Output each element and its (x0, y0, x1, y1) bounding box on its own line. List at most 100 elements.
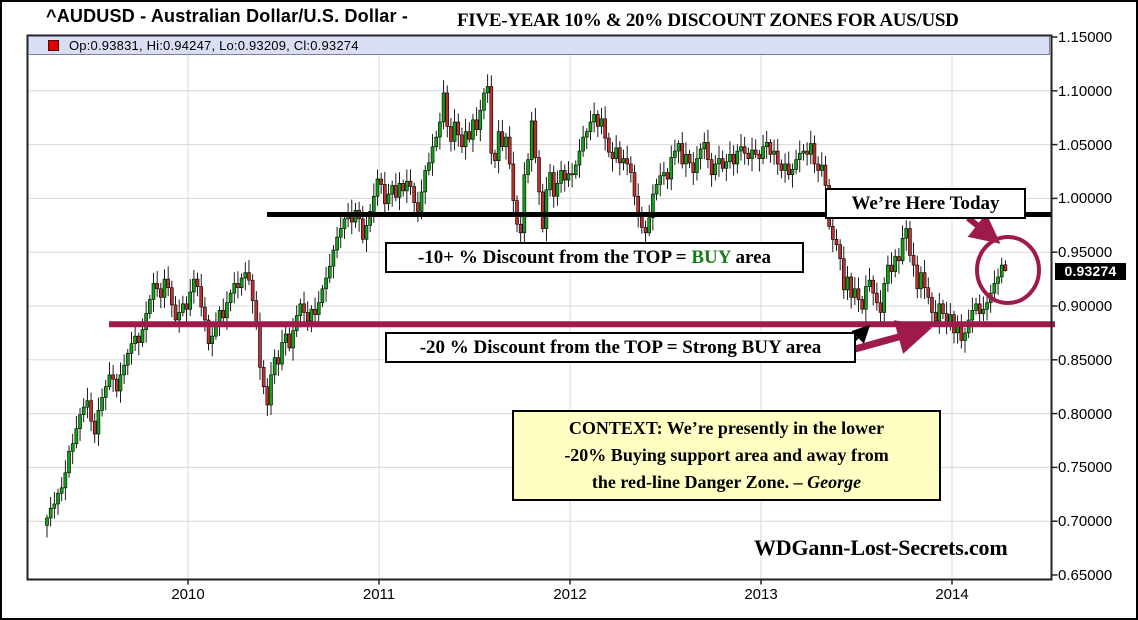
candle-body (261, 367, 266, 388)
candle-body (856, 288, 861, 300)
candle-body (151, 283, 156, 300)
candle-body (834, 238, 839, 245)
candle-body (614, 147, 618, 159)
candle-body (489, 86, 494, 154)
candle-body (405, 180, 409, 192)
candle-body (775, 150, 780, 165)
candle-body (155, 283, 159, 290)
candle-body (720, 158, 725, 169)
candle-body (511, 163, 516, 201)
candle-body (228, 292, 233, 304)
current-price-badge: 0.93274 (1055, 263, 1126, 280)
candle-body (1003, 264, 1008, 272)
candle-body (794, 159, 798, 170)
candle-body (941, 303, 945, 314)
candle-body (533, 120, 538, 158)
candle-body (427, 162, 431, 171)
candle-body (588, 121, 593, 132)
candle-body (287, 333, 292, 349)
candle-body (372, 195, 376, 212)
candle-body (166, 278, 170, 289)
candle-body (996, 276, 1000, 284)
candle-body (291, 330, 295, 349)
candle-body (419, 191, 424, 212)
candle-body (283, 333, 288, 343)
candle-body (129, 343, 134, 354)
candle-body (540, 191, 545, 229)
candle-body (654, 184, 659, 195)
candle-body (140, 329, 145, 343)
context-line3-text: the red-line Danger Zone. – (591, 472, 808, 492)
x-axis-label: 2014 (935, 586, 969, 603)
candle-body (478, 109, 483, 130)
candle-body (56, 492, 60, 505)
candle-body (562, 170, 567, 181)
candle-body (471, 119, 475, 140)
candle-body (408, 180, 413, 187)
candle-body (81, 406, 86, 415)
candle-body (518, 223, 523, 234)
candle-body (955, 326, 960, 334)
candle-body (114, 378, 119, 392)
candle-body (871, 279, 876, 294)
candle-body (100, 397, 104, 411)
candle-body (526, 159, 530, 176)
candle-body (298, 303, 303, 316)
candle-body (48, 507, 53, 519)
candle-body (889, 264, 894, 272)
candle-body (915, 264, 920, 290)
candle-body (963, 332, 967, 341)
candle-body (717, 158, 721, 165)
candle-body (669, 157, 674, 180)
x-axis-label: 2012 (553, 586, 587, 603)
candle-body (85, 400, 90, 408)
candle-body (893, 256, 898, 272)
candle-body (570, 173, 574, 176)
candle-body (272, 357, 277, 376)
were-here-today-callout: We’re Here Today (825, 188, 1026, 219)
candle-body (184, 303, 189, 310)
discount10-callout: -10+ % Discount from the TOP = BUY area (385, 242, 804, 273)
candle-body (977, 303, 982, 314)
candle-body (96, 410, 101, 435)
context-line2: -20% Buying support area and away from (564, 445, 889, 465)
candle-body (276, 357, 281, 365)
author-signature: George (807, 472, 862, 492)
candle-body (206, 319, 211, 344)
candle-body (706, 142, 710, 160)
candle-body (92, 420, 97, 435)
candle-body (735, 150, 740, 165)
candle-body (159, 288, 163, 298)
candle-body (250, 279, 255, 301)
candle-body (922, 272, 927, 289)
candle-body (621, 158, 626, 164)
candle-body (397, 183, 402, 198)
candle-body (456, 121, 461, 136)
candle-body (797, 152, 802, 160)
candle-body (908, 228, 912, 256)
candle-body (258, 325, 262, 368)
candle-body (698, 148, 703, 159)
context-note: CONTEXT: We’re presently in the lower -2… (512, 410, 941, 501)
x-axis-label: 2013 (744, 586, 778, 603)
candle-body (808, 143, 813, 155)
candle-body (930, 297, 934, 313)
candle-body (239, 277, 244, 289)
candle-body (74, 428, 79, 445)
candle-body (658, 175, 663, 185)
candle-body (243, 272, 248, 279)
candle-body (779, 163, 784, 171)
candle-body (992, 283, 997, 294)
candle-body (739, 146, 743, 152)
candle-body (985, 302, 989, 310)
candle-body (133, 335, 137, 344)
chart-annotation-title: FIVE-YEAR 10% & 20% DISCOUNT ZONES FOR A… (457, 10, 959, 31)
candle-body (761, 146, 765, 159)
candle-body (577, 150, 582, 166)
candle-body (232, 283, 237, 294)
candle-body (687, 153, 692, 164)
candle-body (680, 143, 685, 165)
candle-body (416, 202, 420, 212)
candle-body (434, 136, 439, 148)
